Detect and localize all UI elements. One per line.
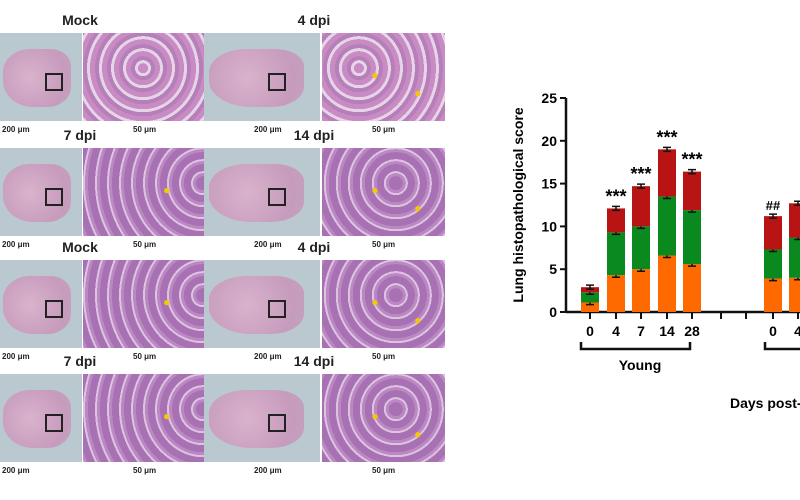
significance-marker: *** bbox=[656, 127, 677, 147]
scale-bar-zoom: 50 μm bbox=[133, 240, 157, 249]
lung-overview-image bbox=[204, 260, 320, 348]
x-tick-label: 14 bbox=[659, 323, 675, 339]
lung-overview-image bbox=[204, 33, 320, 121]
scale-bar-zoom: 50 μm bbox=[372, 352, 396, 361]
significance-marker: ## bbox=[766, 198, 781, 213]
lung-overview-image bbox=[0, 148, 82, 236]
lung-magnified-image: ●● bbox=[322, 148, 445, 236]
y-tick-label: 20 bbox=[541, 133, 557, 149]
scale-bar-overview: 200 μm bbox=[2, 466, 30, 475]
lung-overview-image bbox=[204, 374, 320, 462]
group-label-young: Young bbox=[619, 357, 662, 373]
scale-bar-overview: 200 μm bbox=[2, 352, 30, 361]
bar-segment-layer2 bbox=[607, 232, 625, 276]
error-bar bbox=[769, 213, 777, 219]
scale-bar-overview: 200 μm bbox=[254, 466, 282, 475]
y-tick-label: 10 bbox=[541, 218, 557, 234]
x-tick-label: 4 bbox=[612, 323, 620, 339]
y-tick-label: 0 bbox=[549, 304, 557, 320]
panel-label: Mock bbox=[62, 12, 98, 28]
y-axis-label: Lung histopathological score bbox=[510, 107, 526, 302]
bar-segment-layer1 bbox=[658, 255, 676, 312]
lung-magnified-image: ●● bbox=[322, 260, 445, 348]
bar-segment-layer1 bbox=[764, 278, 782, 312]
error-bar bbox=[688, 168, 696, 175]
panel-label: Mock bbox=[62, 239, 98, 255]
panel-label: 7 dpi bbox=[63, 353, 97, 369]
lung-overview-image bbox=[0, 374, 82, 462]
bar-segment-layer3 bbox=[789, 203, 800, 238]
x-tick-label: 7 bbox=[637, 323, 645, 339]
x-tick-label: 0 bbox=[586, 323, 594, 339]
lung-magnified-image: ●● bbox=[322, 374, 445, 462]
x-axis-label: Days post-infection bbox=[730, 395, 800, 411]
scale-bar-overview: 200 μm bbox=[254, 240, 282, 249]
panel-label: 7 dpi bbox=[63, 127, 97, 143]
group-bracket-young bbox=[579, 342, 692, 351]
bar-segment-layer1 bbox=[632, 269, 650, 312]
scale-bar-zoom: 50 μm bbox=[133, 125, 157, 134]
scale-bar-overview: 200 μm bbox=[2, 125, 30, 134]
group-bracket-old bbox=[763, 342, 800, 351]
panel-label: 4 dpi bbox=[297, 12, 331, 28]
significance-marker: *** bbox=[630, 164, 651, 184]
panel-label: 14 dpi bbox=[293, 127, 335, 143]
bar-segment-layer3 bbox=[764, 216, 782, 250]
panel-label: 4 dpi bbox=[297, 239, 331, 255]
bar-segment-layer1 bbox=[607, 275, 625, 312]
lung-magnified-image: ●● bbox=[322, 33, 445, 121]
y-tick-label: 5 bbox=[549, 261, 557, 277]
x-tick-label: 0 bbox=[769, 323, 777, 339]
bar-segment-layer3 bbox=[658, 149, 676, 197]
panel-label: 14 dpi bbox=[293, 353, 335, 369]
bar-segment-layer2 bbox=[658, 196, 676, 256]
lung-overview-image bbox=[0, 33, 82, 121]
scale-bar-zoom: 50 μm bbox=[372, 466, 396, 475]
bar-segment-layer3 bbox=[607, 208, 625, 233]
scale-bar-overview: 200 μm bbox=[2, 240, 30, 249]
significance-marker: *** bbox=[681, 150, 702, 170]
scale-bar-zoom: 50 μm bbox=[133, 466, 157, 475]
bar-segment-layer1 bbox=[581, 302, 599, 312]
significance-marker: *** bbox=[605, 186, 626, 206]
y-tick-label: 25 bbox=[541, 90, 557, 106]
bar-segment-layer1 bbox=[683, 264, 701, 312]
error-bar bbox=[794, 200, 800, 207]
scale-bar-overview: 200 μm bbox=[254, 352, 282, 361]
scale-bar-overview: 200 μm bbox=[254, 125, 282, 134]
bar-segment-layer3 bbox=[632, 186, 650, 227]
x-tick-label: 28 bbox=[684, 323, 700, 339]
error-bar bbox=[586, 284, 594, 290]
lung-overview-image bbox=[204, 148, 320, 236]
bar-segment-layer3 bbox=[683, 171, 701, 211]
error-bar bbox=[612, 205, 620, 212]
scale-bar-zoom: 50 μm bbox=[133, 352, 157, 361]
bar-segment-layer2 bbox=[632, 226, 650, 270]
error-bar bbox=[637, 183, 645, 189]
bar-segment-layer2 bbox=[789, 237, 800, 278]
error-bar bbox=[663, 146, 671, 153]
y-tick-label: 15 bbox=[541, 176, 557, 192]
bar-segment-layer2 bbox=[581, 292, 599, 303]
scale-bar-zoom: 50 μm bbox=[372, 240, 396, 249]
lung-overview-image bbox=[0, 260, 82, 348]
x-tick-label: 4 bbox=[794, 323, 800, 339]
bar-segment-layer2 bbox=[683, 210, 701, 265]
bar-segment-layer1 bbox=[789, 277, 800, 312]
bar-segment-layer2 bbox=[764, 249, 782, 279]
scale-bar-zoom: 50 μm bbox=[372, 125, 396, 134]
